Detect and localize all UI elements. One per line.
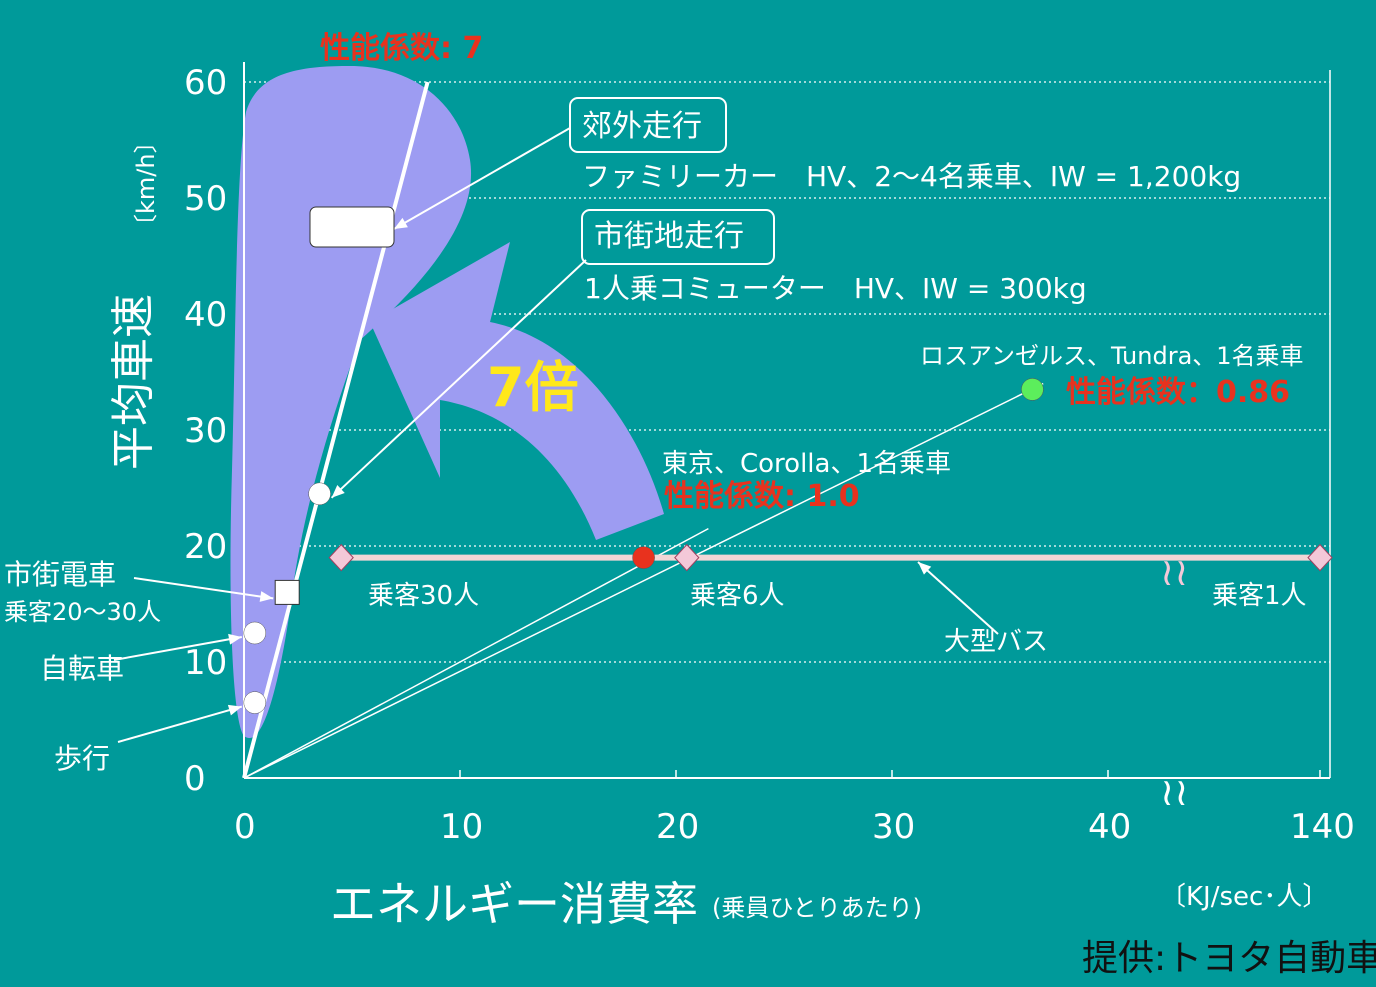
perf-label-tundra: 性能係数：0.86: [1066, 375, 1290, 410]
x-axis-title: エネルギー消費率: [330, 877, 698, 931]
bus-point: [328, 543, 354, 572]
tram-sublabel: 乗客20〜30人: [4, 598, 161, 626]
bus-connector-head: [918, 562, 932, 575]
x-tick-label: 140: [1290, 807, 1355, 847]
bicycle-connector: [113, 636, 242, 661]
axis-break-icon: ≀≀: [1160, 550, 1189, 594]
x-tick-label: 0: [234, 807, 256, 847]
suburban-callout-box: [569, 97, 727, 153]
bus-point: [1307, 543, 1333, 572]
bicycle-connector-head: [228, 633, 242, 645]
y-axis-unit: 〔km/h〕: [132, 129, 160, 238]
y-tick-label: 20: [184, 527, 227, 567]
city-callout-text: 1人乗コミューター HV、IW = 300kg: [584, 272, 1087, 305]
y-tick-label: 50: [184, 179, 227, 219]
tram-connector: [133, 577, 274, 600]
walk-point: [243, 691, 267, 714]
performance-line-1: [243, 527, 709, 779]
la-tundra-point: [1021, 378, 1044, 401]
bus-point-label: 乗客1人: [1212, 581, 1307, 611]
high-performance-region: [230, 66, 472, 739]
tram-connector-head: [259, 591, 274, 602]
tram-label: 市街電車: [4, 558, 116, 591]
city-connector-head: [331, 485, 345, 498]
x-tick-label: 20: [656, 807, 699, 847]
suburban-connector-head: [394, 217, 408, 229]
y-tick-label: 40: [184, 295, 227, 335]
corolla-label: 東京、Corolla、1名乗車: [662, 449, 951, 479]
city-callout-title: 市街地走行: [594, 219, 744, 254]
improvement-arrow: [370, 242, 664, 540]
suburban-connector: [393, 127, 571, 230]
city-callout-box: [581, 209, 775, 265]
axis-ticks: 0 10 20 30 40 50 60 0 10 20 30 40 140: [184, 63, 1355, 847]
x-axis-note: (乗員ひとりあたり): [712, 894, 922, 922]
walk-connector: [117, 705, 243, 743]
walk-connector-head: [227, 704, 242, 716]
y-tick-label: 10: [184, 643, 227, 683]
bicycle-point: [243, 621, 267, 645]
bus-series-label: 大型バス: [944, 627, 1048, 657]
bus-point-label: 乗客30人: [368, 581, 479, 611]
improvement-label: 7倍: [487, 356, 579, 419]
bus-series: [328, 543, 1333, 572]
city-connector: [330, 259, 587, 499]
suburban-family-car-point: [309, 206, 395, 248]
tundra-label: ロスアンゼルス、Tundra、1名乗車: [920, 342, 1304, 370]
x-axis-unit: 〔KJ/sec･人〕: [1160, 882, 1328, 912]
credit: 提供:トヨタ自動車: [1082, 938, 1376, 979]
performance-line-086: [243, 382, 1044, 779]
callout-connectors: [113, 127, 999, 743]
bicycle-label: 自転車: [40, 652, 124, 685]
x-tick-label: 30: [872, 807, 915, 847]
tram-point: [274, 579, 300, 605]
x-tick-label: 40: [1088, 807, 1131, 847]
y-axis-title: 平均車速: [108, 294, 159, 470]
axis-break-icon: ≀≀: [1160, 770, 1189, 814]
y-tick-label: 0: [184, 759, 206, 799]
bus-point-label: 乗客6人: [690, 581, 785, 611]
city-commuter-point: [308, 482, 331, 506]
bus-point: [674, 543, 700, 572]
data-points: [243, 206, 1044, 714]
bus-connector: [917, 561, 999, 635]
y-tick-label: 60: [184, 63, 227, 103]
perf-label-7: 性能係数: 7: [320, 31, 483, 66]
performance-line-7: [242, 81, 430, 779]
y-tick-label: 30: [184, 411, 227, 451]
performance-lines: [242, 81, 1044, 779]
suburban-callout-title: 郊外走行: [582, 109, 702, 144]
tokyo-corolla-point: [632, 546, 655, 569]
perf-label-corolla: 性能係数: 1.0: [664, 479, 860, 514]
suburban-callout-text: ファミリーカー HV、2〜4名乗車、IW = 1,200kg: [582, 160, 1241, 193]
x-tick-label: 10: [440, 807, 483, 847]
walk-label: 歩行: [54, 742, 110, 775]
